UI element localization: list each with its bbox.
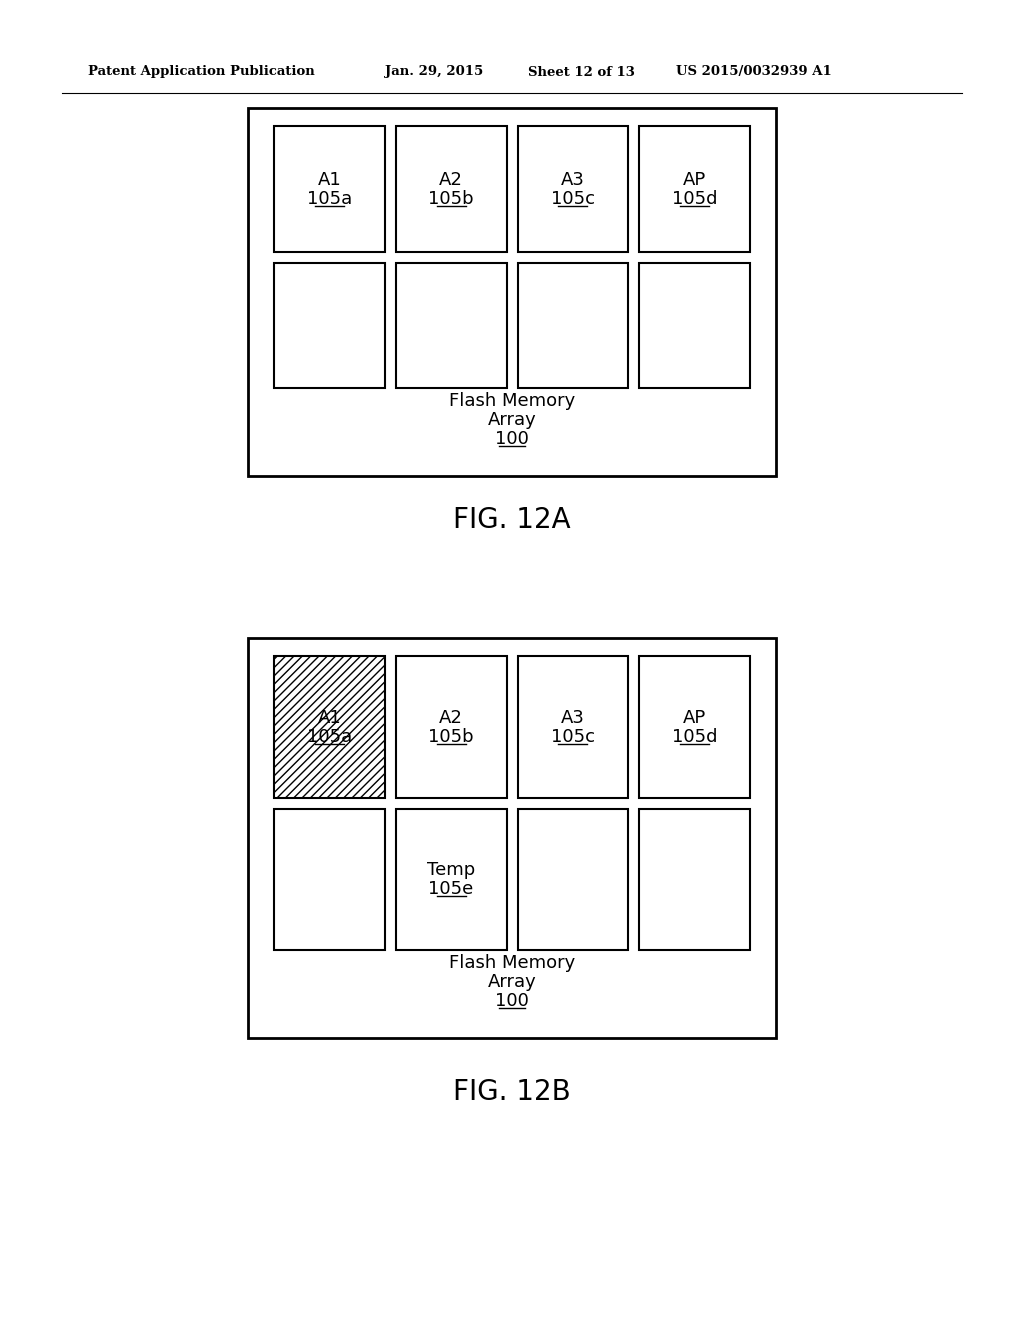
Text: Patent Application Publication: Patent Application Publication xyxy=(88,66,314,78)
Text: Sheet 12 of 13: Sheet 12 of 13 xyxy=(528,66,635,78)
Bar xyxy=(274,808,385,950)
Text: 105b: 105b xyxy=(428,727,474,746)
Bar xyxy=(517,125,629,252)
Bar xyxy=(248,638,776,1038)
Text: 105a: 105a xyxy=(307,190,352,207)
Text: FIG. 12B: FIG. 12B xyxy=(454,1078,570,1106)
Text: 105c: 105c xyxy=(551,190,595,207)
Bar xyxy=(395,656,507,797)
Text: Array: Array xyxy=(487,411,537,429)
Text: A3: A3 xyxy=(561,170,585,189)
Text: Flash Memory: Flash Memory xyxy=(449,392,575,411)
Text: 105b: 105b xyxy=(428,190,474,207)
Text: 105a: 105a xyxy=(307,727,352,746)
Bar xyxy=(395,263,507,388)
Text: FIG. 12A: FIG. 12A xyxy=(454,506,570,535)
Text: US 2015/0032939 A1: US 2015/0032939 A1 xyxy=(676,66,831,78)
Text: Temp: Temp xyxy=(427,861,475,879)
Text: 100: 100 xyxy=(495,430,529,447)
Text: AP: AP xyxy=(683,170,707,189)
Bar xyxy=(639,808,750,950)
Text: 105d: 105d xyxy=(672,727,718,746)
Text: A1: A1 xyxy=(317,709,341,727)
Bar xyxy=(274,125,385,252)
Bar xyxy=(395,125,507,252)
Bar xyxy=(274,263,385,388)
Text: A2: A2 xyxy=(439,170,463,189)
Bar xyxy=(517,808,629,950)
Text: A1: A1 xyxy=(317,170,341,189)
Bar xyxy=(395,808,507,950)
Text: 105d: 105d xyxy=(672,190,718,207)
Bar xyxy=(639,263,750,388)
Text: A2: A2 xyxy=(439,709,463,727)
Bar xyxy=(274,656,385,797)
Text: AP: AP xyxy=(683,709,707,727)
Text: A3: A3 xyxy=(561,709,585,727)
Text: 105e: 105e xyxy=(428,880,474,898)
Bar xyxy=(639,125,750,252)
Bar xyxy=(639,656,750,797)
Text: Flash Memory: Flash Memory xyxy=(449,954,575,972)
Bar xyxy=(248,108,776,477)
Text: 100: 100 xyxy=(495,993,529,1010)
Text: Jan. 29, 2015: Jan. 29, 2015 xyxy=(385,66,483,78)
Bar xyxy=(517,656,629,797)
Bar xyxy=(517,263,629,388)
Text: Array: Array xyxy=(487,973,537,991)
Text: 105c: 105c xyxy=(551,727,595,746)
